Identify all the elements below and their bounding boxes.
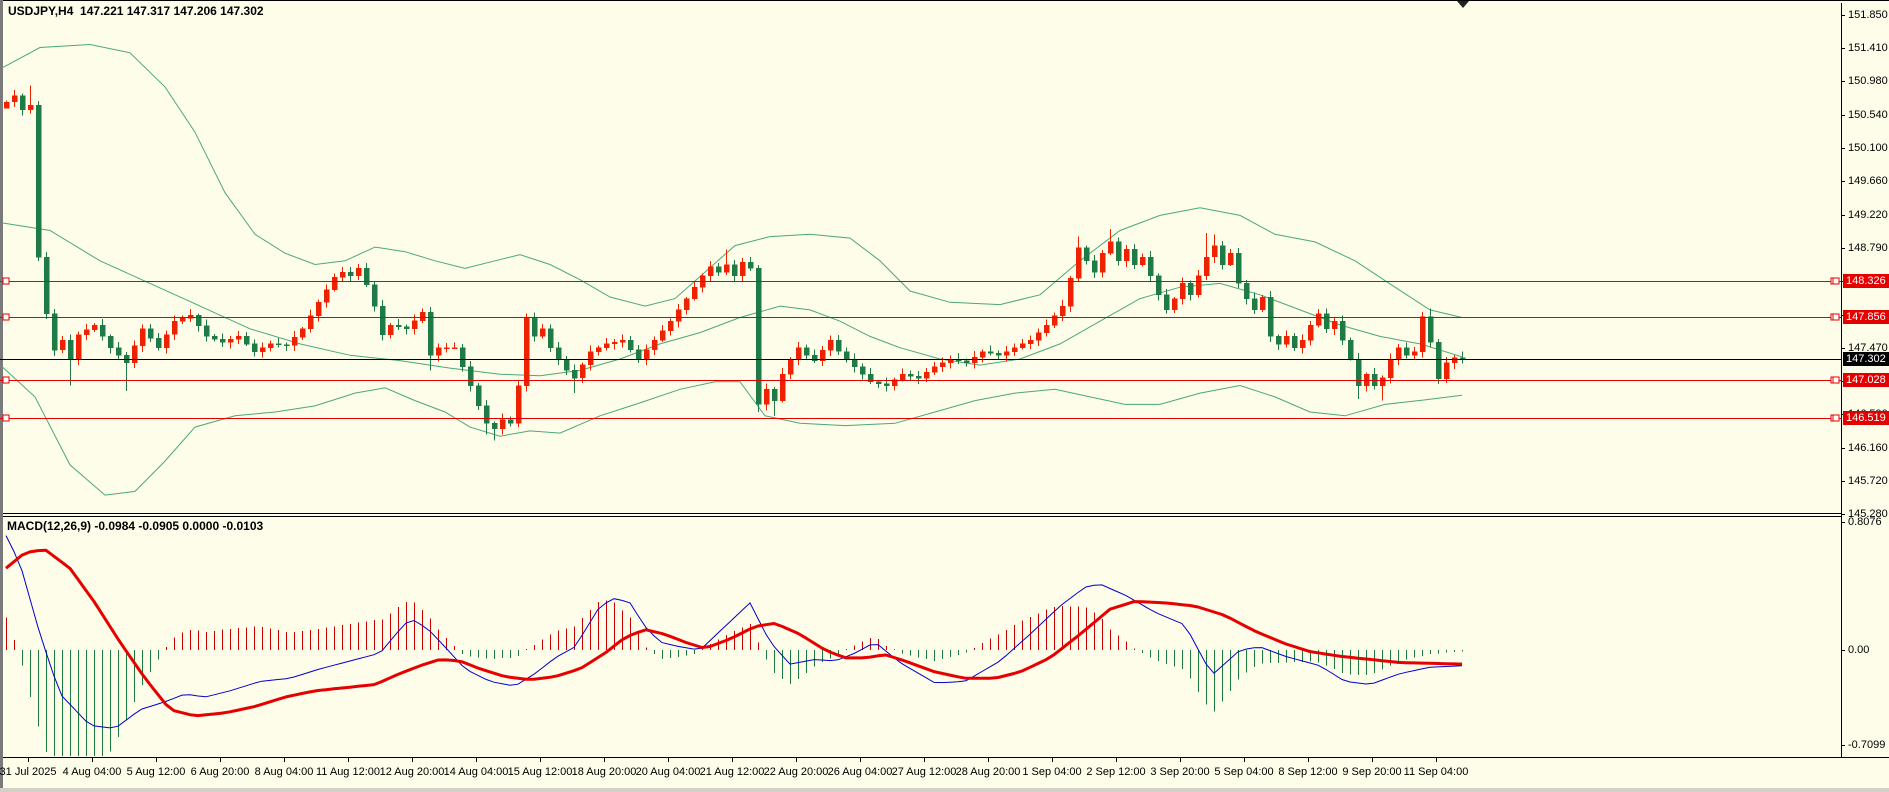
macd-axis-label: 0.00	[1848, 644, 1870, 656]
current-price-badge[interactable]: 147.302	[1843, 352, 1889, 366]
hline-handle[interactable]	[2, 414, 10, 422]
time-axis-label: 14 Aug 04:00	[443, 766, 509, 778]
time-axis-label: 5 Aug 12:00	[126, 766, 186, 778]
time-axis-label: 5 Sep 04:00	[1214, 766, 1274, 778]
time-axis-label: 11 Sep 04:00	[1403, 766, 1469, 778]
time-axis-label: 22 Aug 20:00	[763, 766, 829, 778]
hline-price-badge[interactable]: 147.028	[1843, 373, 1889, 387]
bollinger-middle-line	[1, 222, 1463, 377]
price-axis-label: 145.280	[1848, 508, 1888, 520]
symbol-timeframe-label: USDJPY,H4	[8, 4, 74, 18]
time-axis-label: 8 Aug 04:00	[254, 766, 314, 778]
time-axis-label: 6 Aug 20:00	[190, 766, 250, 778]
price-axis-label: 145.720	[1848, 475, 1888, 487]
price-axis-label: 147.470	[1848, 342, 1888, 354]
price-axis-label: 149.220	[1848, 209, 1888, 221]
time-axis-label: 28 Aug 20:00	[955, 766, 1021, 778]
hline-price-badge[interactable]: 147.856	[1843, 310, 1889, 324]
time-axis-label: 12 Aug 20:00	[379, 766, 445, 778]
axis-ticks	[28, 15, 1845, 762]
chart-shift-marker-icon[interactable]	[1457, 1, 1469, 8]
bollinger-bands	[1, 43, 1463, 496]
time-axis-label: 15 Aug 12:00	[507, 766, 573, 778]
macd-axis-label: 0.8076	[1848, 516, 1882, 528]
hline-handle[interactable]	[2, 376, 10, 384]
price-axis-label: 148.790	[1848, 242, 1888, 254]
price-axis-label: 150.100	[1848, 142, 1888, 154]
time-axis-label: 2 Sep 12:00	[1086, 766, 1146, 778]
hline-axis-handle[interactable]	[1832, 277, 1840, 285]
price-axis-label: 150.540	[1848, 109, 1888, 121]
hline-handle[interactable]	[2, 277, 10, 285]
hline-price-badge[interactable]: 148.326	[1843, 274, 1889, 288]
time-axis-label: 9 Sep 20:00	[1342, 766, 1402, 778]
time-axis-label: 21 Aug 12:00	[699, 766, 765, 778]
time-axis-label: 3 Sep 20:00	[1150, 766, 1210, 778]
price-axis-label: 150.980	[1848, 75, 1888, 87]
hline-price-badge[interactable]: 146.519	[1843, 411, 1889, 425]
macd-signal-line	[5, 548, 1463, 718]
time-axis-label: 20 Aug 04:00	[635, 766, 701, 778]
hline-axis-handle[interactable]	[1832, 376, 1840, 384]
macd-histogram	[6, 600, 1463, 756]
time-axis-label: 26 Aug 04:00	[827, 766, 893, 778]
bollinger-lower-line	[1, 366, 1463, 496]
bollinger-upper-line	[1, 43, 1463, 318]
hline-axis-handle[interactable]	[1832, 414, 1840, 422]
macd-line	[5, 535, 1463, 729]
chart-title: USDJPY,H4 147.221 147.317 147.206 147.30…	[8, 4, 264, 18]
ohlc-values: 147.221 147.317 147.206 147.302	[80, 4, 264, 18]
time-axis-label: 1 Sep 04:00	[1022, 766, 1082, 778]
price-axis-label: 151.410	[1848, 42, 1888, 54]
macd-axis-label: -0.7099	[1848, 739, 1886, 751]
time-axis-label: 31 Jul 2025	[0, 766, 57, 778]
price-axis-label: 149.660	[1848, 175, 1888, 187]
time-axis-label: 18 Aug 20:00	[571, 766, 637, 778]
macd-indicator-label: MACD(12,26,9) -0.0984 -0.0905 0.0000 -0.…	[7, 519, 264, 533]
hline-axis-handle[interactable]	[1832, 313, 1840, 321]
candlestick-series	[3, 85, 1466, 441]
price-axis-label: 146.160	[1848, 442, 1888, 454]
time-axis-label: 11 Aug 12:00	[315, 766, 381, 778]
price-axis-label: 151.850	[1848, 9, 1888, 21]
time-axis-label: 4 Aug 04:00	[62, 766, 122, 778]
hline-objects	[0, 277, 1841, 422]
time-axis-label: 27 Aug 12:00	[891, 766, 957, 778]
hline-handle[interactable]	[2, 313, 10, 321]
time-axis-label: 8 Sep 12:00	[1278, 766, 1338, 778]
